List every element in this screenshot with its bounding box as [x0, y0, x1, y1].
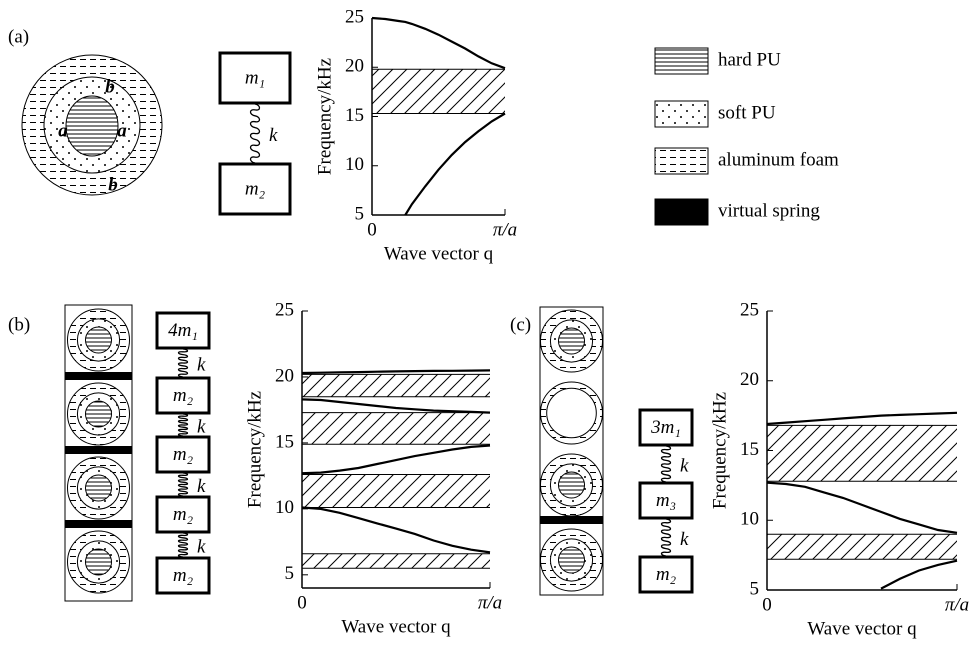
spring [251, 104, 260, 163]
mass-label: m₂ [245, 178, 266, 199]
dispersion-curve [302, 370, 490, 373]
dispersion-curve [302, 508, 490, 553]
spring-label: k [197, 536, 206, 557]
virtual-spring [65, 446, 132, 454]
panel-label: (a) [8, 26, 29, 47]
hard-pu [66, 96, 118, 156]
dispersion-curve [302, 446, 490, 474]
spring-label: k [680, 529, 689, 550]
band-gap [302, 413, 490, 445]
legend-swatch [655, 48, 708, 74]
band-gap [767, 425, 957, 481]
band-gap [302, 554, 490, 569]
hard-pu [558, 328, 584, 354]
spring-label: k [197, 416, 206, 437]
hard-pu [558, 547, 584, 573]
virtual-spring [65, 372, 132, 380]
spring-label: k [269, 125, 278, 146]
spring [179, 349, 188, 377]
mass-label: m₂ [173, 385, 194, 406]
y-axis-label: Frequency/kHz [244, 391, 265, 508]
virtual-spring [540, 516, 603, 524]
x-axis-label: Wave vector q [807, 618, 917, 639]
spring-label: k [197, 476, 206, 497]
x-tick-label: 0 [367, 219, 377, 240]
cell-label: a [58, 120, 68, 141]
mass-label: m₂ [656, 564, 677, 585]
y-tick-label: 10 [275, 497, 294, 518]
legend-label: aluminum foam [718, 149, 839, 170]
spring [662, 446, 671, 482]
spring [662, 519, 671, 556]
y-tick-label: 25 [345, 6, 364, 27]
virtual-spring [65, 520, 132, 528]
mass-label: m₂ [173, 565, 194, 586]
x-tick-label: π/a [493, 219, 517, 240]
y-tick-label: 25 [275, 299, 294, 320]
dispersion-curve [372, 18, 505, 68]
hard-pu [558, 472, 584, 498]
legend-label: hard PU [718, 49, 781, 70]
x-tick-label: π/a [478, 592, 502, 613]
x-tick-label: 0 [297, 592, 307, 613]
legend-label: soft PU [718, 102, 776, 123]
hard-pu [85, 549, 111, 575]
mass-label: m₂ [173, 444, 194, 465]
dispersion-curve [405, 114, 505, 216]
y-tick-label: 20 [740, 369, 759, 390]
mass-label: 3m₁ [650, 417, 681, 438]
panel-label: (b) [8, 314, 30, 335]
dispersion-curve [302, 399, 490, 412]
hard-pu [85, 475, 111, 501]
mass-label: m₁ [245, 67, 265, 88]
spring [179, 473, 188, 496]
y-axis-label: Frequency/kHz [314, 58, 335, 175]
mass-label: m₃ [656, 490, 676, 511]
y-tick-label: 25 [740, 299, 759, 320]
y-axis-label: Frequency/kHz [709, 392, 730, 509]
legend-swatch [655, 199, 708, 225]
mass-label: 4m₁ [168, 320, 198, 341]
panel-label: (c) [510, 314, 531, 335]
y-tick-label: 15 [275, 431, 294, 452]
legend-swatch [655, 101, 708, 127]
dispersion-curve [767, 413, 957, 424]
band-gap [767, 534, 957, 559]
y-tick-label: 15 [345, 105, 364, 126]
cell-label: b [108, 174, 118, 195]
y-tick-label: 5 [355, 203, 365, 224]
y-tick-label: 5 [285, 563, 295, 584]
y-tick-label: 5 [750, 578, 760, 599]
x-axis-label: Wave vector q [341, 616, 451, 637]
hard-pu [85, 327, 111, 353]
hard-pu [85, 401, 111, 427]
y-tick-label: 10 [740, 509, 759, 530]
void [547, 388, 597, 438]
dispersion-curve [881, 561, 957, 589]
mass-label: m₂ [173, 504, 194, 525]
cell-label: b [105, 76, 115, 97]
spring-label: k [197, 354, 206, 375]
band-gap [302, 374, 490, 396]
y-tick-label: 15 [740, 439, 759, 460]
spring-label: k [680, 455, 689, 476]
x-tick-label: π/a [945, 594, 969, 615]
cell-label: a [117, 120, 127, 141]
spring [179, 533, 188, 557]
y-tick-label: 20 [275, 365, 294, 386]
x-axis-label: Wave vector q [384, 243, 494, 264]
legend-swatch [655, 148, 708, 174]
y-tick-label: 10 [345, 154, 364, 175]
dispersion-curve [767, 483, 957, 533]
band-gap [372, 69, 505, 113]
figure: (a) (b) (c) hard PU soft PU aluminum foam v… [0, 0, 977, 645]
legend-label: virtual spring [718, 200, 820, 221]
spring [179, 414, 188, 436]
x-tick-label: 0 [762, 594, 772, 615]
band-gap [302, 475, 490, 508]
y-tick-label: 20 [345, 56, 364, 77]
